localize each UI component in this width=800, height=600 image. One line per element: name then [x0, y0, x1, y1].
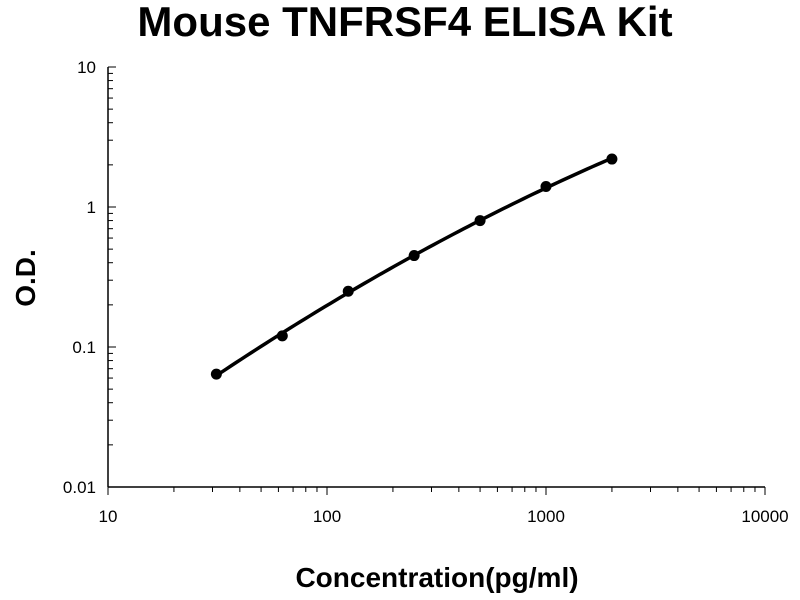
plot-area: 10 100 1000 10000 0.01 0.1 1 10	[63, 58, 789, 526]
data-point	[210, 368, 222, 380]
x-tick-label: 10000	[741, 507, 788, 526]
data-point	[276, 330, 288, 342]
y-axis-title: O.D.	[10, 249, 41, 307]
y-axis-ticks	[108, 66, 116, 488]
data-points	[210, 153, 618, 380]
data-point	[408, 250, 420, 262]
fit-curve	[215, 156, 613, 378]
y-tick-label: 0.01	[63, 478, 96, 497]
x-axis-tick-labels: 10 100 1000 10000	[99, 507, 789, 526]
y-tick-label: 1	[87, 198, 96, 217]
x-axis-title: Concentration(pg/ml)	[295, 562, 578, 593]
data-point	[474, 215, 486, 227]
x-tick-label: 100	[313, 507, 341, 526]
y-axis-tick-labels: 0.01 0.1 1 10	[63, 58, 96, 497]
x-tick-label: 1000	[527, 507, 565, 526]
data-point	[342, 285, 354, 297]
y-tick-label: 0.1	[72, 338, 96, 357]
y-tick-label: 10	[77, 58, 96, 77]
x-axis-ticks	[107, 487, 766, 495]
x-tick-label: 10	[99, 507, 118, 526]
data-point	[540, 181, 552, 193]
data-point	[606, 153, 618, 165]
chart-title: Mouse TNFRSF4 ELISA Kit	[137, 0, 672, 45]
